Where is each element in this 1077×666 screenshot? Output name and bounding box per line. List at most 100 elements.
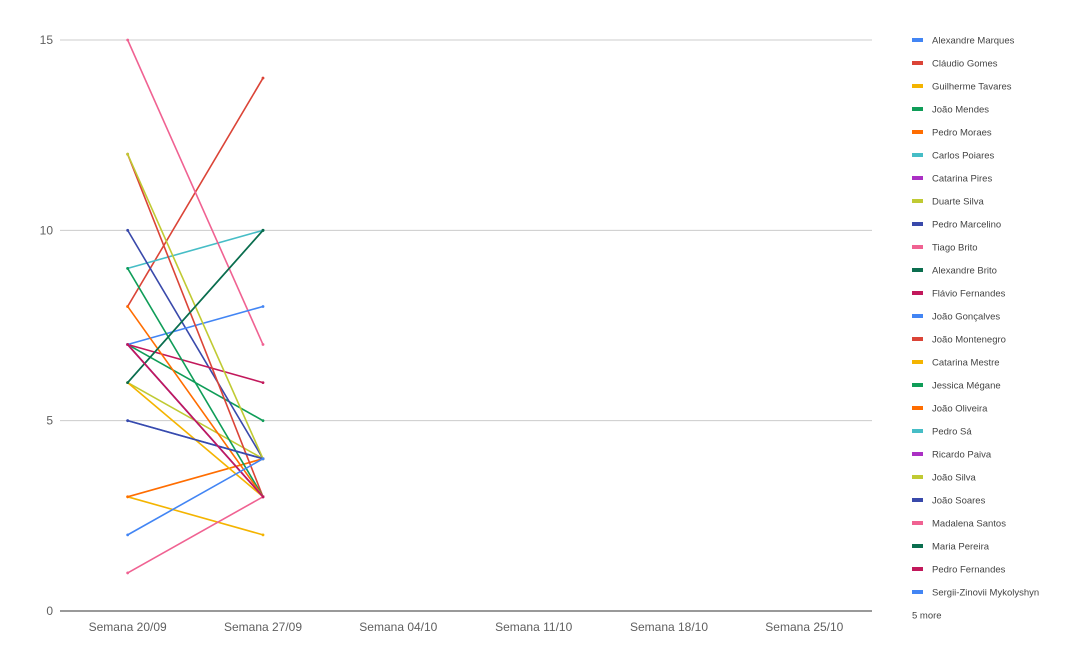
legend-swatch	[912, 107, 923, 111]
y-tick-label: 0	[46, 604, 53, 618]
legend-swatch	[912, 61, 923, 65]
legend-swatch	[912, 153, 923, 157]
legend-swatch	[912, 360, 923, 364]
data-point	[261, 495, 265, 499]
series-line	[126, 267, 264, 498]
legend-swatch	[912, 314, 923, 318]
legend-label: Tiago Brito	[932, 243, 978, 254]
legend-swatch	[912, 176, 923, 180]
legend-label: Cláudio Gomes	[932, 59, 998, 70]
legend-swatch	[912, 268, 923, 272]
series-line	[126, 39, 264, 345]
series-line	[127, 343, 264, 384]
series-line	[127, 458, 264, 536]
data-point	[126, 419, 130, 423]
data-point	[126, 152, 130, 156]
x-tick-label: Semana 20/09	[89, 620, 167, 634]
gridlines	[60, 39, 872, 422]
x-tick-label: Semana 25/10	[765, 620, 843, 634]
legend-swatch	[912, 130, 923, 134]
data-point	[126, 533, 130, 537]
legend-label: Maria Pereira	[932, 542, 990, 553]
legend-more-link[interactable]: 5 more	[912, 611, 942, 622]
legend-label: Jessica Mégane	[932, 381, 1001, 392]
legend-swatch	[912, 291, 923, 295]
legend-swatch	[912, 521, 923, 525]
legend-swatch	[912, 199, 923, 203]
legend-swatch	[912, 406, 923, 410]
series-line	[127, 229, 264, 270]
legend-label: João Soares	[932, 496, 986, 507]
series-line	[127, 229, 264, 384]
legend-swatch	[912, 544, 923, 548]
legend-label: João Mendes	[932, 105, 989, 116]
series-line	[127, 496, 264, 574]
legend-label: João Oliveira	[932, 404, 988, 415]
legend-label: João Gonçalves	[932, 312, 1000, 323]
x-tick-label: Semana 11/10	[495, 620, 572, 634]
legend-label: Guilherme Tavares	[932, 82, 1012, 93]
legend: Alexandre Marques Cláudio Gomes Guilherme …	[912, 36, 1039, 622]
legend-swatch	[912, 567, 923, 571]
series-line	[126, 153, 264, 498]
legend-swatch	[912, 84, 923, 88]
data-point	[126, 495, 130, 499]
legend-label: Duarte Silva	[932, 197, 984, 208]
legend-swatch	[912, 383, 923, 387]
legend-label: Pedro Fernandes	[932, 565, 1006, 576]
data-point	[261, 228, 265, 232]
legend-swatch	[912, 498, 923, 502]
y-tick-label: 10	[40, 223, 54, 237]
legend-swatch	[912, 337, 923, 341]
legend-label: Sergii-Zinovii Mykolyshyn	[932, 588, 1039, 599]
data-point	[126, 381, 130, 384]
series-lines	[126, 38, 265, 575]
data-point	[126, 228, 130, 232]
legend-label: Catarina Pires	[932, 174, 992, 185]
x-tick-label: Semana 27/09	[224, 620, 302, 634]
x-tick-label: Semana 04/10	[359, 620, 437, 634]
data-point	[126, 571, 130, 575]
y-tick-label: 15	[40, 33, 54, 47]
legend-label: Catarina Mestre	[932, 358, 1000, 369]
legend-label: Pedro Moraes	[932, 128, 992, 139]
data-point	[261, 381, 265, 384]
x-tick-label: Semana 18/10	[630, 620, 708, 634]
data-point	[261, 419, 265, 423]
legend-label: Pedro Marcelino	[932, 220, 1001, 231]
data-point	[261, 533, 265, 537]
legend-label: Carlos Poiares	[932, 151, 995, 162]
data-point	[261, 343, 265, 346]
series-line	[127, 419, 264, 460]
data-point	[126, 305, 130, 308]
legend-swatch	[912, 245, 923, 249]
legend-label: Madalena Santos	[932, 519, 1006, 530]
series-line	[127, 457, 264, 498]
legend-label: Alexandre Marques	[932, 36, 1015, 47]
legend-label: João Silva	[932, 473, 977, 484]
legend-swatch	[912, 222, 923, 226]
y-tick-label: 5	[46, 414, 53, 428]
data-point	[261, 76, 265, 80]
legend-swatch	[912, 590, 923, 594]
legend-label: João Montenegro	[932, 335, 1006, 346]
legend-swatch	[912, 429, 923, 433]
legend-label: Ricardo Paiva	[932, 450, 992, 461]
series-line	[127, 306, 264, 498]
axes: 0 5 10 15 Semana 20/09 Semana 27/09 Semana 04/…	[40, 33, 872, 634]
legend-label: Alexandre Brito	[932, 266, 997, 277]
data-point	[126, 343, 130, 346]
legend-label: Flávio Fernandes	[932, 289, 1006, 300]
data-point	[261, 457, 265, 461]
series-line	[127, 496, 264, 536]
legend-swatch	[912, 38, 923, 42]
series-line	[126, 229, 264, 460]
legend-swatch	[912, 452, 923, 456]
data-point	[261, 305, 265, 308]
data-point	[126, 267, 130, 270]
legend-swatch	[912, 475, 923, 479]
data-point	[126, 38, 130, 42]
legend-label: Pedro Sá	[932, 427, 972, 438]
